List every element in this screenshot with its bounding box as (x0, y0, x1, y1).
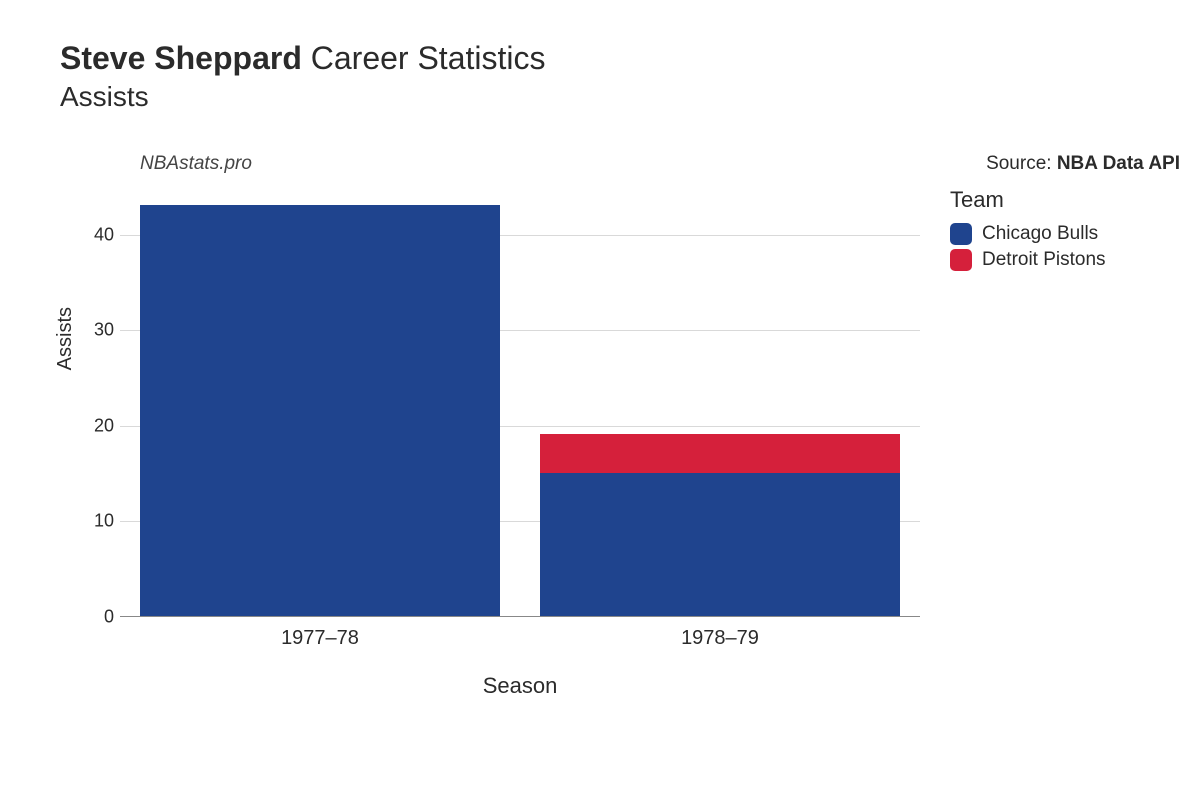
legend-title: Team (950, 187, 1106, 213)
source-prefix: Source: (986, 153, 1057, 174)
y-tick-label: 10 (90, 511, 114, 532)
page-title: Steve Sheppard Career Statistics (60, 40, 1160, 77)
y-tick-label: 0 (90, 607, 114, 628)
chart-subtitle: Assists (60, 81, 1160, 113)
legend-item: Detroit Pistons (950, 249, 1106, 271)
y-tick-label: 30 (90, 320, 114, 341)
title-suffix: Career Statistics (302, 40, 546, 76)
legend-label: Detroit Pistons (982, 249, 1106, 271)
y-axis-label: Assists (54, 307, 77, 370)
y-tick-label: 40 (90, 224, 114, 245)
legend: Team Chicago Bulls Detroit Pistons (950, 187, 1106, 275)
bar-segment (140, 205, 500, 616)
x-axis-label: Season (120, 673, 920, 699)
legend-label: Chicago Bulls (982, 223, 1098, 245)
title-player-name: Steve Sheppard (60, 40, 302, 76)
bar-segment (540, 434, 900, 472)
legend-item: Chicago Bulls (950, 223, 1106, 245)
watermark: NBAstats.pro (140, 153, 252, 175)
legend-swatch (950, 223, 972, 245)
bar-segment (540, 473, 900, 616)
plot-region (120, 187, 920, 617)
source-attribution: Source: NBA Data API (986, 153, 1180, 175)
chart-area: NBAstats.pro Source: NBA Data API Assist… (60, 137, 1160, 697)
legend-swatch (950, 249, 972, 271)
x-tick-label: 1978–79 (681, 627, 759, 650)
chart-container: Steve Sheppard Career Statistics Assists… (60, 40, 1160, 697)
source-name: NBA Data API (1057, 153, 1180, 174)
y-tick-label: 20 (90, 415, 114, 436)
x-tick-label: 1977–78 (281, 627, 359, 650)
